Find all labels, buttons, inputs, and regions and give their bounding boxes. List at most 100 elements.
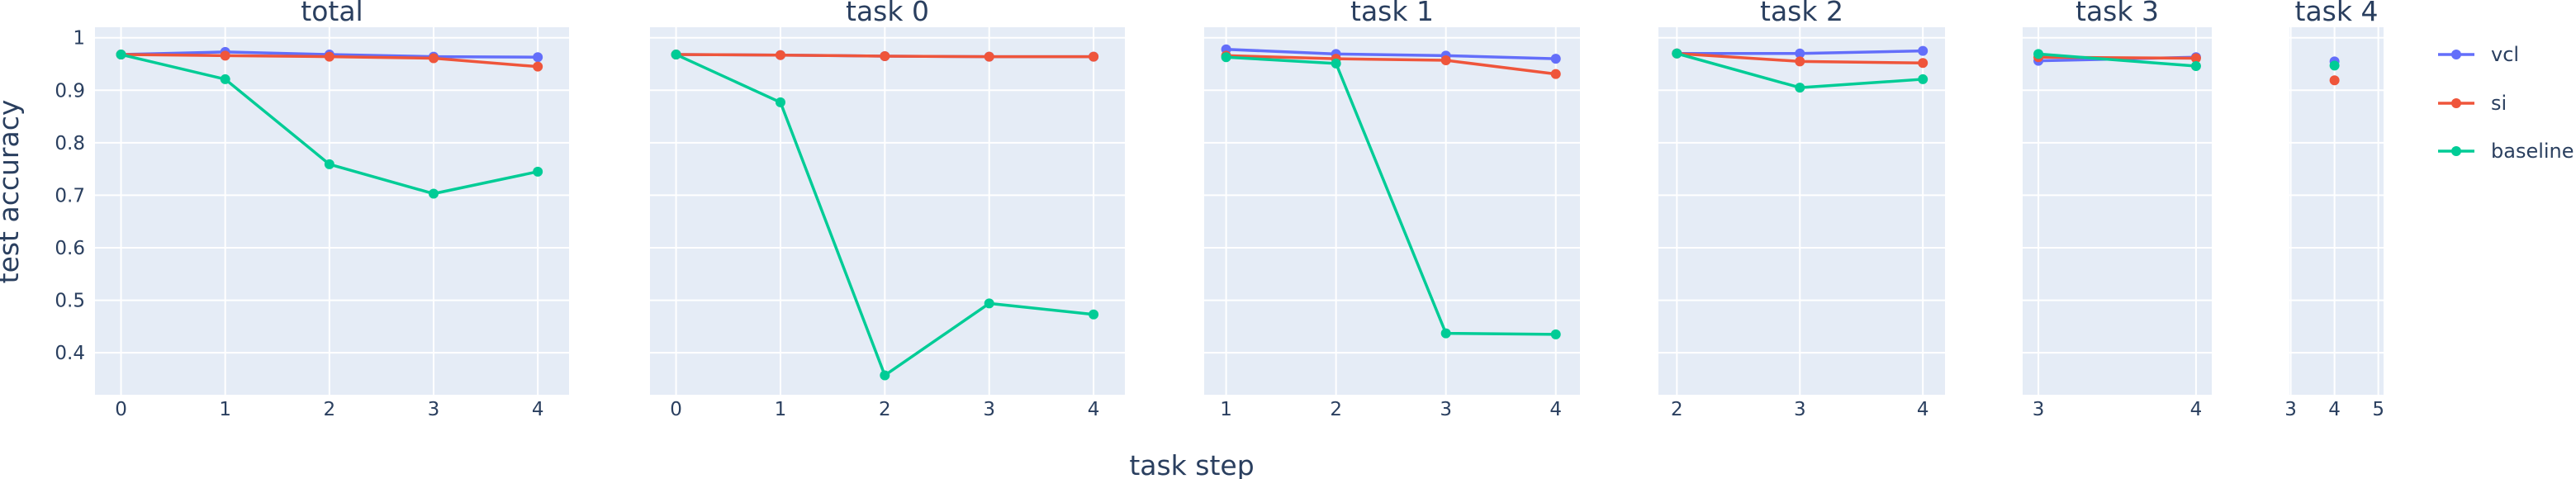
x-axis-label: task step bbox=[1129, 449, 1254, 479]
x-tick-label: 4 bbox=[532, 399, 544, 420]
plot-background bbox=[650, 27, 1125, 395]
x-tick-label: 3 bbox=[2284, 399, 2297, 420]
legend-label-si: si bbox=[2491, 92, 2507, 115]
data-point-baseline bbox=[324, 159, 334, 169]
x-tick-label: 3 bbox=[1794, 399, 1806, 420]
panel-task-2: 2 3 4 task 2 bbox=[1658, 0, 1945, 420]
y-tick-label: 0.4 bbox=[55, 343, 85, 364]
y-tick-label: 0.5 bbox=[55, 291, 85, 312]
data-point-baseline bbox=[775, 97, 785, 107]
data-point-vcl bbox=[1550, 54, 1561, 64]
legend-marker-si bbox=[2451, 98, 2461, 108]
data-point-si bbox=[1795, 56, 1805, 67]
series-line-si bbox=[1226, 54, 1556, 76]
legend-item-vcl[interactable]: vcl bbox=[2438, 43, 2519, 66]
x-tick-label: 1 bbox=[775, 399, 787, 420]
legend-label-baseline: baseline bbox=[2491, 140, 2574, 163]
legend-marker-vcl bbox=[2451, 50, 2461, 59]
plot-background bbox=[2023, 27, 2212, 395]
legend-item-si[interactable]: si bbox=[2438, 92, 2507, 115]
panel-task-3: 3 4 task 3 bbox=[2023, 0, 2212, 420]
x-tick-label: 4 bbox=[1549, 399, 1562, 420]
x-tick-label: 2 bbox=[324, 399, 336, 420]
x-tick-label: 3 bbox=[428, 399, 440, 420]
data-point-vcl bbox=[1795, 48, 1805, 59]
panel-task-0: 0 1 2 3 4 task 0 bbox=[650, 0, 1125, 420]
data-point-baseline bbox=[1672, 48, 1682, 59]
x-tick-label: 0 bbox=[670, 399, 682, 420]
data-point-baseline bbox=[2329, 60, 2340, 71]
series-line-vcl bbox=[1226, 47, 1556, 60]
legend-marker-baseline bbox=[2451, 146, 2461, 156]
panel-total: 0 1 2 3 4 0.4 0.5 0.6 0.7 0.8 0.9 1 total bbox=[55, 0, 569, 420]
y-tick-label: 1 bbox=[73, 28, 85, 50]
x-tick-label: 2 bbox=[1330, 399, 1342, 420]
data-point-baseline bbox=[1550, 329, 1561, 339]
chart-panels: 0 1 2 3 4 0.4 0.5 0.6 0.7 0.8 0.9 1 total 0 1 2 3 4 task 0… bbox=[55, 0, 2384, 420]
y-tick-label: 0.6 bbox=[55, 238, 85, 259]
x-tick-label: 0 bbox=[115, 399, 127, 420]
data-point-baseline bbox=[429, 188, 439, 199]
data-point-si bbox=[2329, 75, 2340, 86]
x-tick-label: 3 bbox=[983, 399, 995, 420]
data-point-vcl bbox=[533, 52, 543, 63]
legend[interactable]: vcl si baseline bbox=[2438, 43, 2574, 163]
data-point-baseline bbox=[880, 370, 890, 381]
data-point-vcl bbox=[1918, 45, 1928, 56]
panel-title: task 4 bbox=[2295, 0, 2379, 27]
x-tick-label: 2 bbox=[879, 399, 891, 420]
legend-item-baseline[interactable]: baseline bbox=[2438, 140, 2574, 163]
data-point-baseline bbox=[116, 50, 126, 60]
data-point-si bbox=[880, 50, 890, 61]
data-point-si bbox=[220, 50, 230, 61]
data-point-si bbox=[1550, 69, 1561, 79]
series-line-baseline bbox=[1226, 55, 1556, 336]
plot-background bbox=[95, 27, 569, 395]
data-point-si bbox=[533, 61, 543, 72]
data-point-si bbox=[1918, 58, 1928, 69]
y-tick-label: 0.9 bbox=[55, 80, 85, 102]
panel-title: task 0 bbox=[846, 0, 929, 27]
data-point-baseline bbox=[1221, 52, 1231, 63]
plot-background bbox=[1204, 27, 1580, 395]
x-tick-label: 4 bbox=[2328, 399, 2341, 420]
data-point-baseline bbox=[1331, 58, 1341, 69]
data-point-baseline bbox=[1918, 74, 1928, 84]
data-point-si bbox=[775, 50, 785, 60]
data-point-baseline bbox=[2190, 61, 2201, 72]
panel-title: task 1 bbox=[1350, 0, 1434, 27]
plot-background bbox=[1658, 27, 1945, 395]
y-tick-label: 0.7 bbox=[55, 185, 85, 206]
data-point-baseline bbox=[671, 50, 681, 60]
data-point-baseline bbox=[1440, 328, 1451, 339]
panel-title: task 3 bbox=[2076, 0, 2159, 27]
data-point-baseline bbox=[533, 166, 543, 177]
x-tick-label: 3 bbox=[1440, 399, 1452, 420]
data-point-si bbox=[429, 53, 439, 64]
data-point-si bbox=[1089, 51, 1099, 62]
data-point-baseline bbox=[2033, 49, 2044, 59]
x-tick-label: 4 bbox=[2190, 399, 2203, 420]
series-line-baseline bbox=[2038, 52, 2197, 68]
data-point-baseline bbox=[220, 74, 230, 84]
y-axis-label: test accuracy bbox=[0, 100, 25, 284]
x-tick-label: 1 bbox=[219, 399, 231, 420]
panel-title: total bbox=[301, 0, 363, 27]
x-tick-label: 2 bbox=[1671, 399, 1683, 420]
data-point-si bbox=[1440, 55, 1451, 66]
data-point-baseline bbox=[1089, 309, 1099, 320]
data-point-baseline bbox=[1795, 83, 1805, 93]
legend-label-vcl: vcl bbox=[2491, 43, 2519, 66]
x-tick-label: 4 bbox=[1917, 399, 1929, 420]
x-tick-label: 4 bbox=[1088, 399, 1100, 420]
y-tick-label: 0.8 bbox=[55, 133, 85, 154]
panel-task-1: 1 2 3 4 task 1 bbox=[1204, 0, 1580, 420]
data-point-si bbox=[984, 51, 994, 62]
series-line-si bbox=[2038, 55, 2196, 60]
data-point-baseline bbox=[984, 298, 994, 309]
panel-title: task 2 bbox=[1760, 0, 1843, 27]
x-tick-label: 3 bbox=[2033, 399, 2045, 420]
x-tick-label: 5 bbox=[2372, 399, 2384, 420]
data-point-si bbox=[2190, 53, 2201, 64]
x-tick-label: 1 bbox=[1220, 399, 1232, 420]
